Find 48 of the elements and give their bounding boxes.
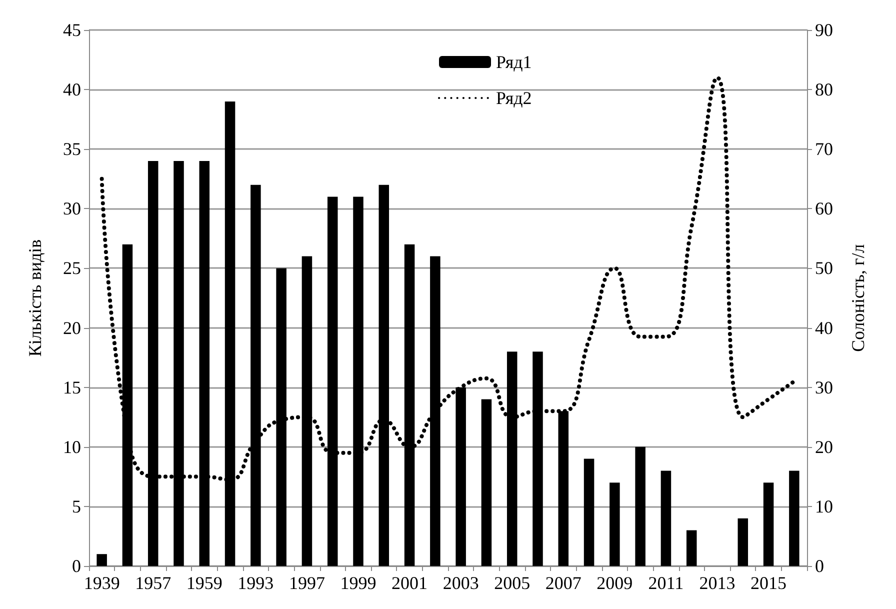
y-tick-label: 10 bbox=[63, 436, 81, 457]
y2-tick-label: 0 bbox=[815, 556, 824, 576]
bar bbox=[763, 482, 774, 566]
x-tick-label: 2013 bbox=[699, 573, 736, 593]
x-tick-label: 1959 bbox=[186, 573, 222, 593]
x-tick-label: 2009 bbox=[596, 573, 633, 593]
bar bbox=[96, 554, 107, 566]
bar bbox=[686, 530, 697, 566]
x-tick-label: 1993 bbox=[238, 573, 274, 593]
y2-tick-label: 40 bbox=[815, 318, 833, 338]
bar bbox=[610, 482, 620, 566]
x-tick-label: 2005 bbox=[494, 573, 530, 593]
x-tick-label: 1999 bbox=[340, 573, 376, 593]
bar bbox=[481, 399, 492, 566]
y2-tick-label: 90 bbox=[815, 20, 833, 40]
y2-axis-title: Солоність, г/л bbox=[848, 244, 868, 352]
y-tick-label: 35 bbox=[63, 139, 81, 160]
x-tick-label: 1939 bbox=[84, 573, 120, 593]
y2-tick-label: 80 bbox=[815, 80, 833, 100]
bar bbox=[584, 458, 594, 566]
x-tick-label: 1957 bbox=[135, 573, 172, 593]
x-tick-label: 2007 bbox=[545, 573, 582, 593]
legend-label: Ряд2 bbox=[496, 88, 532, 108]
bar bbox=[635, 446, 646, 566]
y2-tick-label: 20 bbox=[815, 436, 833, 457]
x-tick-label: 1997 bbox=[288, 573, 325, 593]
bar bbox=[660, 470, 672, 566]
y-tick-label: 0 bbox=[72, 556, 81, 576]
bar bbox=[738, 518, 748, 566]
y-axis-title: Кількість видів bbox=[25, 239, 45, 357]
y2-tick-label: 30 bbox=[815, 377, 833, 398]
y-tick-label: 40 bbox=[63, 80, 81, 100]
y-tick-label: 45 bbox=[63, 20, 81, 40]
x-tick-label: 2003 bbox=[442, 573, 479, 593]
y-tick-label: 15 bbox=[63, 377, 81, 398]
y-tick-label: 30 bbox=[63, 198, 81, 219]
y2-tick-label: 70 bbox=[815, 139, 833, 160]
y-tick-label: 25 bbox=[63, 258, 81, 278]
y2-tick-label: 10 bbox=[815, 496, 833, 516]
x-tick-label: 2001 bbox=[392, 573, 428, 593]
x-tick-label: 2015 bbox=[750, 573, 787, 593]
y-tick-label: 20 bbox=[63, 318, 81, 338]
y-tick-label: 5 bbox=[72, 496, 81, 516]
y2-tick-label: 50 bbox=[815, 258, 833, 278]
y2-tick-label: 60 bbox=[815, 198, 833, 219]
bar bbox=[789, 470, 800, 566]
x-tick-label: 2011 bbox=[648, 573, 684, 593]
legend-label: Ряд1 bbox=[496, 52, 532, 72]
